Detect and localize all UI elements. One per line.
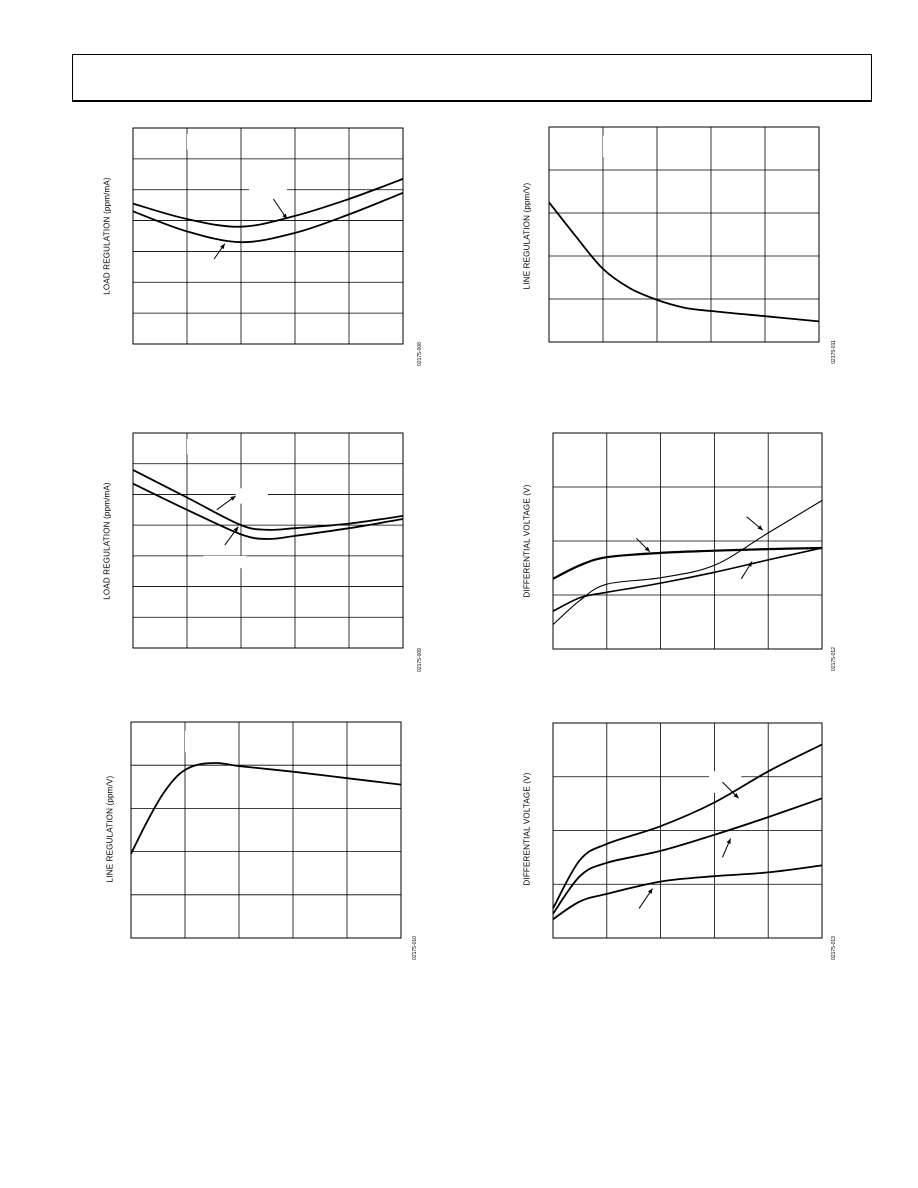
series-line-1 (552, 743, 823, 909)
series-line-1 (552, 546, 823, 580)
label-area (185, 730, 223, 753)
arrow-head (282, 213, 287, 220)
annotation-arrow-3 (740, 561, 753, 580)
label-area (203, 555, 247, 569)
y-axis-label: LOAD REGULATION (ppm/mA) (102, 482, 112, 600)
plot-frame (130, 721, 402, 939)
series-line-1 (132, 469, 404, 531)
arrow-shaft (213, 243, 226, 260)
label-area (235, 488, 268, 504)
arrow-head (733, 793, 739, 799)
arrow-shaft (216, 495, 236, 511)
series-line-3 (552, 547, 823, 612)
y-axis-label: DIFFERENTIAL VOLTAGE (V) (522, 772, 532, 886)
series-line-1 (130, 762, 402, 855)
arrow-head (647, 888, 653, 894)
plot-frame (548, 126, 820, 343)
plot-frame (552, 432, 823, 650)
page-header-box (72, 54, 872, 102)
arrow-shaft (224, 526, 239, 546)
y-axis-label: DIFFERENTIAL VOLTAGE (V) (522, 484, 532, 598)
figure-code: 02175-009 (417, 648, 423, 672)
plot-frame (132, 432, 404, 649)
figure-code: 02175-008 (417, 342, 423, 366)
figure-code: 02175-012 (831, 647, 837, 671)
series-line-1 (548, 201, 820, 323)
annotation-arrow-1 (272, 198, 288, 220)
series-line-2 (552, 797, 823, 915)
arrow-shaft (636, 537, 651, 553)
series-line-3 (552, 864, 823, 920)
arrow-head (726, 838, 731, 845)
annotation-arrow-2 (746, 516, 764, 531)
label-area (603, 135, 641, 158)
label-area (187, 134, 231, 150)
annotation-arrow-1 (636, 537, 651, 553)
figure-code: 02175-013 (831, 936, 837, 960)
arrow-head (747, 561, 753, 567)
arrow-head (233, 526, 239, 533)
y-axis-label: LINE REGULATION (ppm/V) (522, 182, 532, 290)
arrow-shaft (272, 198, 288, 220)
arrow-head (757, 525, 763, 531)
series-line-2 (132, 482, 404, 540)
series-line-2 (552, 500, 823, 626)
arrow-shaft (740, 561, 753, 580)
arrow-head (644, 546, 650, 552)
series-line-1 (132, 178, 404, 228)
arrow-shaft (722, 781, 739, 799)
annotation-arrow-1 (722, 781, 739, 799)
label-area (709, 771, 742, 793)
annotation-arrow-1 (216, 495, 236, 511)
annotation-arrow-2 (224, 526, 239, 546)
plot-frame (132, 127, 404, 345)
label-area (249, 183, 287, 198)
arrow-head (220, 243, 225, 250)
arrow-shaft (746, 516, 764, 531)
arrow-shaft (722, 838, 731, 858)
plot-frame (552, 722, 823, 939)
y-axis-label: LOAD REGULATION (ppm/mA) (102, 177, 112, 295)
label-area (187, 439, 231, 455)
series-line-2 (132, 191, 404, 244)
annotation-arrow-2 (213, 243, 226, 260)
annotation-arrow-2 (722, 838, 731, 858)
arrow-shaft (638, 888, 653, 909)
figure-code: 02175-010 (412, 936, 418, 960)
arrow-head (230, 495, 236, 501)
figure-code: 02175-011 (831, 340, 837, 364)
annotation-arrow-3 (638, 888, 653, 909)
y-axis-label: LINE REGULATION (ppm/V) (105, 775, 115, 883)
